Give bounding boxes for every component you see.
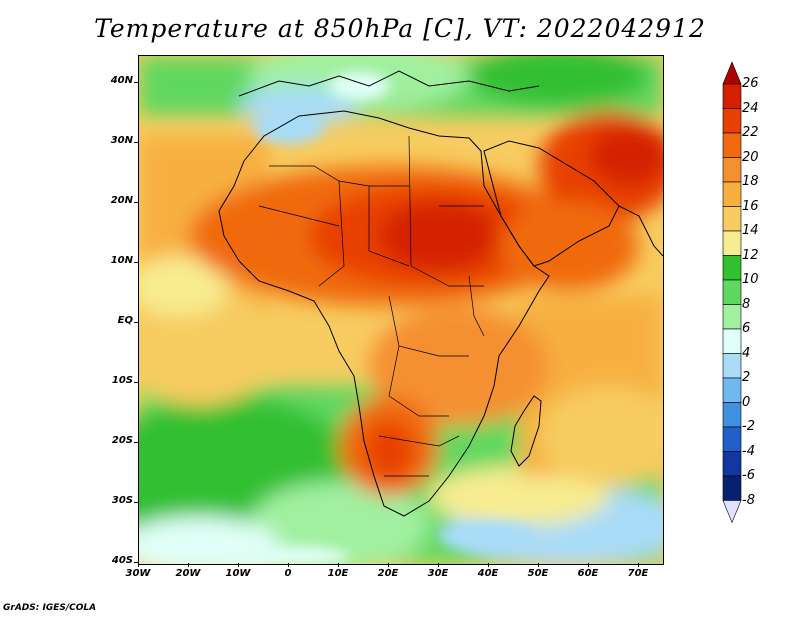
longitude-label: 10E [327,568,349,579]
country-borders [258,135,485,477]
colorbar-label: 4 [742,345,751,361]
colorbar-swatch [722,83,742,109]
latitude-tick [134,382,138,383]
longitude-label: 0 [284,568,292,579]
colorbar-label: 22 [742,125,759,140]
latitude-label: EQ [117,315,133,326]
longitude-tick [288,563,289,567]
colorbar-label: -8 [742,492,755,508]
colorbar-min-arrow [722,500,742,524]
colorbar-swatch [722,108,742,134]
colorbar-label: 20 [742,149,759,165]
map-canvas [139,56,663,564]
latitude-label: 30S [111,495,133,506]
longitude-label: 50E [527,568,549,579]
colorbar-label: 26 [742,76,759,91]
colorbar-swatch [722,181,742,207]
ocean-cool-patches [229,72,539,564]
colorbar-label: 6 [742,321,751,336]
latitude-tick [134,562,138,563]
latitude-tick [134,442,138,443]
latitude-label: 40N [110,75,133,86]
colorbar-swatch [722,451,742,477]
colorbar-label: -2 [742,419,755,434]
longitude-tick [538,563,539,567]
colorbar-label: 0 [742,394,751,410]
colorbar-label: 18 [742,174,759,189]
arabia-outline [483,140,620,267]
latitude-label: 10S [111,375,133,386]
colorbar-swatch [722,377,742,403]
asia-coastline [618,205,663,257]
latitude-label: 20N [110,195,133,206]
latitude-tick [134,82,138,83]
colorbar-swatch [722,402,742,428]
colorbar-swatch [722,353,742,379]
colorbar-label: 10 [742,272,759,287]
latitude-label: 20S [111,435,133,446]
longitude-label: 30E [427,568,449,579]
latitude-label: 10N [110,255,133,266]
madagascar-outline [510,395,542,467]
colorbar-label: -4 [742,443,755,459]
longitude-tick [438,563,439,567]
colorbar-swatch [722,475,742,501]
latitude-tick [134,502,138,503]
colorbar-swatch [722,230,742,256]
longitude-tick [588,563,589,567]
colorbar-swatch [722,304,742,330]
map-title: Temperature at 850hPa [C], VT: 202204291… [94,14,706,43]
colorbar-label: 16 [742,198,759,214]
colorbar-max-arrow [722,61,742,85]
colorbar-label: -6 [742,468,755,483]
latitude-tick [134,262,138,263]
longitude-label: 10W [225,568,251,579]
longitude-label: 60E [577,568,599,579]
temperature-map [138,55,664,565]
longitude-tick [338,563,339,567]
longitude-tick [138,563,139,567]
colorbar-swatch [722,426,742,452]
colorbar-label: 14 [742,223,759,238]
colorbar-swatch [722,279,742,305]
colorbar-swatch [722,328,742,354]
longitude-label: 70E [627,568,649,579]
footer-credit: GrADS: IGES/COLA [3,603,97,613]
colorbar-label: 12 [742,247,759,263]
longitude-tick [488,563,489,567]
latitude-tick [134,142,138,143]
longitude-tick [238,563,239,567]
latitude-label: 30N [110,135,133,146]
colorbar [722,61,742,524]
longitude-tick [388,563,389,567]
longitude-tick [188,563,189,567]
longitude-label: 40E [477,568,499,579]
colorbar-label: 8 [742,296,751,312]
latitude-tick [134,202,138,203]
longitude-label: 20W [175,568,201,579]
colorbar-swatch [722,132,742,158]
colorbar-swatch [722,206,742,232]
latitude-tick [134,322,138,323]
colorbar-label: 24 [742,100,759,116]
colorbar-swatch [722,157,742,183]
africa-coastline [218,110,550,517]
longitude-label: 20E [377,568,399,579]
colorbar-label: 2 [742,370,751,385]
latitude-label: 40S [111,555,133,566]
longitude-tick [638,563,639,567]
colorbar-swatch [722,255,742,281]
longitude-label: 30W [125,568,151,579]
europe-coastline [238,70,540,97]
